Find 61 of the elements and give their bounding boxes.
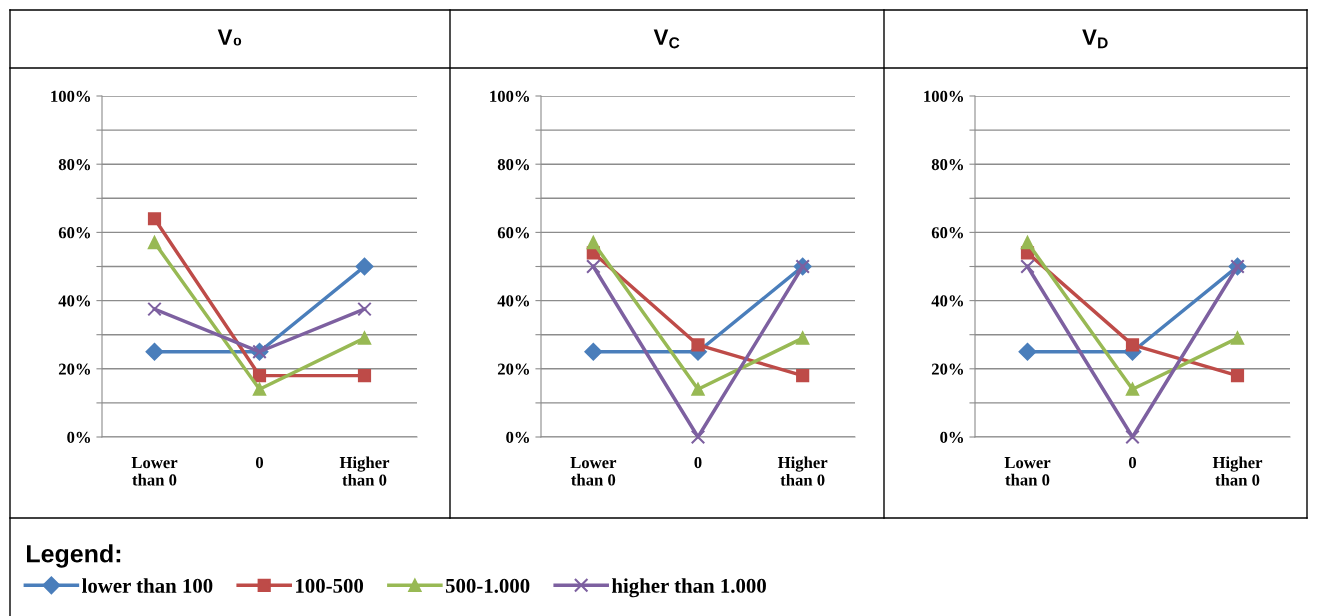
y-tick-label: 60%: [931, 227, 964, 239]
y-tick-label: 0%: [940, 431, 964, 443]
legend-label: lower than 100: [81, 578, 213, 593]
point: [355, 257, 374, 276]
point: [691, 382, 705, 396]
y-tick-label: 0%: [506, 431, 530, 443]
y-tick-label: 100%: [490, 90, 530, 102]
point: [1020, 236, 1035, 250]
y-tick-label: 60%: [58, 227, 91, 239]
point: [796, 331, 810, 345]
y-tick-label: 80%: [497, 158, 530, 171]
point: [1230, 331, 1245, 345]
point: [1018, 342, 1037, 361]
x-tick-label: Higher than 0: [1212, 456, 1263, 486]
point: [584, 342, 603, 361]
point: [1125, 429, 1140, 445]
chart-title: V$_{D}$: [1082, 29, 1108, 49]
point: [1020, 259, 1035, 274]
y-tick-label: 40%: [497, 295, 530, 307]
point: [147, 236, 162, 250]
point: [1125, 338, 1140, 352]
legend-label: 500-1.000: [445, 578, 530, 593]
point: [357, 331, 372, 345]
y-tick-label: 0%: [67, 431, 91, 443]
point: [357, 301, 372, 317]
point: [690, 429, 706, 445]
y-tick-label: 40%: [58, 295, 91, 307]
point: [357, 369, 372, 383]
y-tick-label: 20%: [931, 363, 964, 375]
legend-title: Legend:: [27, 544, 121, 568]
point: [147, 212, 162, 226]
point: [252, 382, 267, 396]
legend-label: 100-500: [296, 578, 364, 593]
point: [1125, 382, 1140, 396]
x-tick-label: Higher than 0: [339, 456, 390, 486]
y-tick-label: 40%: [931, 295, 964, 307]
y-tick-label: 100%: [51, 90, 91, 102]
y-tick-label: 60%: [497, 227, 530, 239]
y-tick-label: 80%: [58, 158, 91, 171]
y-tick-label: 100%: [924, 90, 964, 102]
legend-label: higher than 1.000: [611, 578, 766, 598]
x-tick-label: Lower than 0: [131, 457, 178, 486]
x-tick-label: 0: [694, 456, 702, 469]
x-tick-label: 0: [1128, 456, 1137, 469]
y-tick-label: 80%: [931, 158, 964, 171]
x-tick-label: Lower than 0: [570, 457, 617, 486]
x-tick-label: Higher than 0: [777, 456, 828, 486]
x-tick-label: Lower than 0: [1004, 457, 1051, 486]
point: [252, 369, 267, 383]
point: [145, 342, 164, 361]
point: [691, 338, 705, 352]
chart-title: V₀: [217, 29, 242, 46]
chart-title: V$_{C}$: [653, 29, 680, 49]
y-tick-label: 20%: [58, 363, 91, 375]
point: [796, 369, 810, 383]
point: [147, 301, 162, 317]
point: [586, 236, 600, 250]
x-tick-label: 0: [255, 456, 264, 469]
point: [586, 259, 601, 274]
y-tick-label: 20%: [497, 363, 530, 375]
point: [1230, 369, 1245, 383]
